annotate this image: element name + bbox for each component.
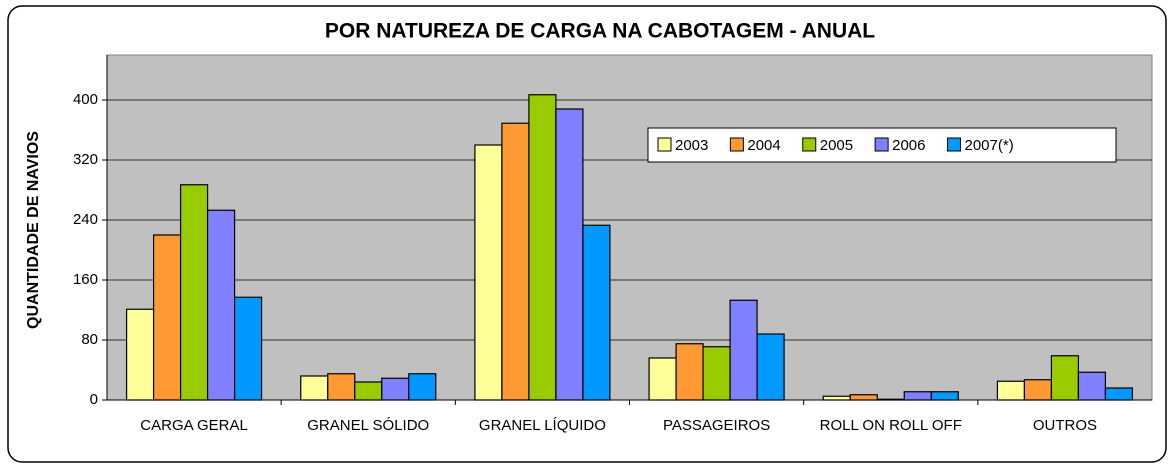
bar bbox=[849, 394, 878, 401]
legend-label: 2004 bbox=[747, 137, 780, 154]
y-tick-label: 400 bbox=[73, 91, 98, 108]
bar bbox=[474, 144, 503, 401]
legend-swatch bbox=[729, 137, 744, 152]
bar bbox=[1104, 387, 1134, 401]
bar bbox=[1077, 371, 1107, 401]
bar bbox=[501, 122, 530, 401]
bar bbox=[675, 343, 704, 401]
x-tick-label: CARGA GERAL bbox=[140, 417, 248, 434]
legend-swatch bbox=[657, 137, 672, 152]
bar bbox=[125, 308, 155, 401]
bar bbox=[996, 380, 1026, 401]
bar bbox=[756, 333, 785, 401]
legend-swatch bbox=[802, 137, 817, 152]
bar bbox=[300, 375, 329, 401]
legend-label: 2007(*) bbox=[965, 137, 1014, 154]
y-tick-label: 240 bbox=[73, 211, 98, 228]
bar bbox=[702, 346, 731, 401]
chart-title: POR NATUREZA DE CARGA NA CABOTAGEM - ANU… bbox=[325, 20, 875, 43]
bar bbox=[1023, 379, 1053, 401]
bar bbox=[729, 299, 758, 401]
y-axis-title: QUANTIDADE DE NAVIOS bbox=[25, 131, 42, 329]
x-tick-label: GRANEL LÍQUIDO bbox=[479, 417, 606, 434]
bar bbox=[1050, 355, 1080, 401]
bar bbox=[179, 184, 209, 401]
y-tick-label: 0 bbox=[90, 391, 98, 408]
bar bbox=[930, 391, 959, 401]
bar bbox=[327, 373, 356, 401]
bar bbox=[233, 296, 263, 401]
legend-swatch bbox=[874, 137, 889, 152]
bar bbox=[152, 234, 182, 401]
legend-swatch bbox=[947, 137, 961, 152]
legend-label: 2005 bbox=[820, 137, 853, 154]
y-tick-label: 320 bbox=[73, 151, 98, 168]
y-tick-label: 160 bbox=[73, 271, 98, 288]
bar bbox=[206, 209, 236, 401]
bar bbox=[555, 108, 584, 401]
x-tick-label: PASSAGEIROS bbox=[663, 417, 770, 434]
x-tick-label: OUTROS bbox=[1033, 417, 1097, 434]
bar bbox=[528, 94, 557, 401]
bar bbox=[822, 395, 851, 401]
bar bbox=[408, 373, 437, 401]
legend-label: 2006 bbox=[892, 137, 925, 154]
bar bbox=[381, 377, 410, 401]
x-tick-label: GRANEL SÓLIDO bbox=[307, 417, 429, 434]
bar bbox=[354, 381, 383, 401]
legend-label: 2003 bbox=[675, 137, 708, 154]
bar bbox=[903, 391, 932, 401]
plot-area bbox=[106, 54, 1153, 401]
bar bbox=[648, 357, 677, 401]
x-tick-label: ROLL ON ROLL OFF bbox=[820, 417, 962, 434]
bar bbox=[582, 224, 611, 401]
bar bbox=[876, 398, 905, 401]
y-tick-label: 80 bbox=[81, 331, 98, 348]
